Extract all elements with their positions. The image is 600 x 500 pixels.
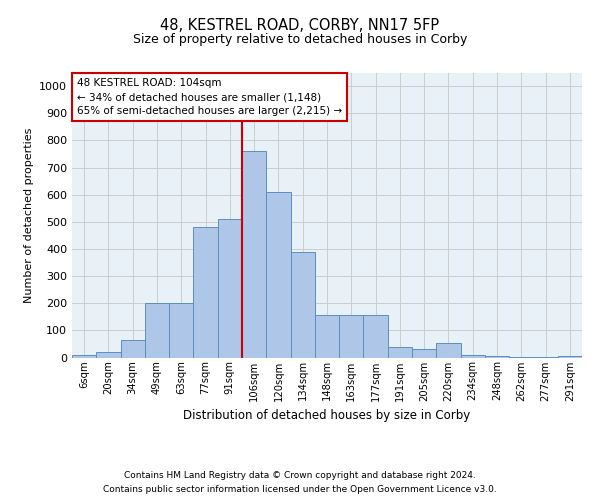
Y-axis label: Number of detached properties: Number of detached properties — [23, 128, 34, 302]
Bar — [266, 192, 290, 358]
Bar — [242, 151, 266, 358]
Bar — [364, 316, 388, 358]
Bar — [290, 252, 315, 358]
Bar — [121, 340, 145, 357]
Bar — [558, 356, 582, 358]
X-axis label: Distribution of detached houses by size in Corby: Distribution of detached houses by size … — [184, 409, 470, 422]
Bar — [436, 342, 461, 357]
Bar — [533, 357, 558, 358]
Bar — [485, 356, 509, 358]
Bar — [169, 303, 193, 358]
Text: Size of property relative to detached houses in Corby: Size of property relative to detached ho… — [133, 32, 467, 46]
Text: 48, KESTREL ROAD, CORBY, NN17 5FP: 48, KESTREL ROAD, CORBY, NN17 5FP — [160, 18, 440, 32]
Text: Contains public sector information licensed under the Open Government Licence v3: Contains public sector information licen… — [103, 484, 497, 494]
Bar — [412, 350, 436, 358]
Bar — [388, 346, 412, 358]
Bar — [461, 355, 485, 358]
Text: 48 KESTREL ROAD: 104sqm
← 34% of detached houses are smaller (1,148)
65% of semi: 48 KESTREL ROAD: 104sqm ← 34% of detache… — [77, 78, 342, 116]
Bar — [509, 357, 533, 358]
Bar — [72, 355, 96, 358]
Bar — [193, 227, 218, 358]
Bar — [145, 303, 169, 358]
Bar — [315, 316, 339, 358]
Bar — [96, 352, 121, 358]
Bar — [339, 316, 364, 358]
Text: Contains HM Land Registry data © Crown copyright and database right 2024.: Contains HM Land Registry data © Crown c… — [124, 472, 476, 480]
Bar — [218, 219, 242, 358]
